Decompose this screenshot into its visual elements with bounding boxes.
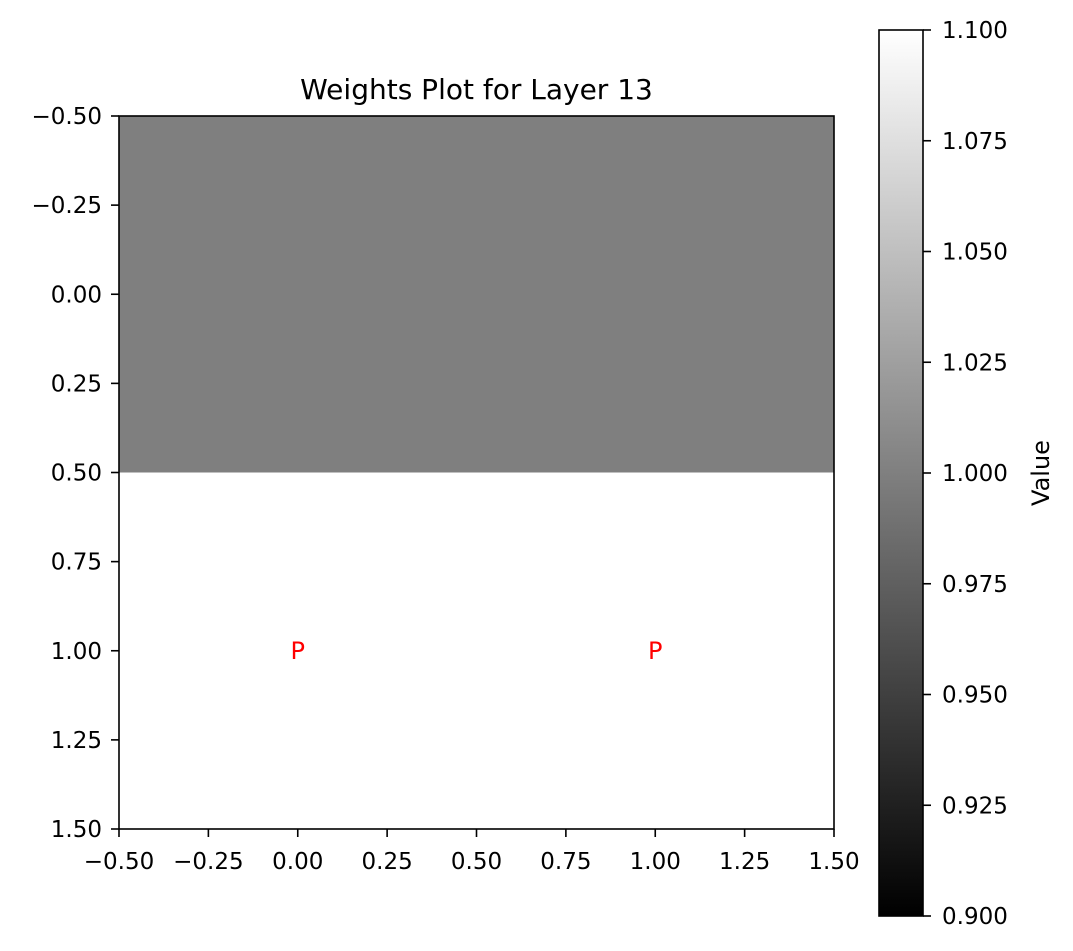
x-tick-label: 0.50 [451, 849, 502, 875]
y-tick-label: 0.00 [51, 282, 102, 308]
x-tick-label: 1.00 [630, 849, 681, 875]
heatmap-cell [119, 116, 477, 473]
colorbar-tick-label: 0.900 [942, 904, 1008, 930]
x-tick-label: 0.00 [272, 849, 323, 875]
colorbar-tick-label: 0.975 [942, 572, 1008, 598]
heatmap-cells [119, 116, 834, 829]
colorbar: 0.900 0.925 0.950 0.975 1.000 1.025 1.050 1.075… [878, 18, 1055, 930]
chart-title: Weights Plot for Layer 13 [300, 73, 653, 106]
x-tick-label: 1.25 [719, 849, 770, 875]
colorbar-tick-label: 1.050 [942, 240, 1008, 266]
x-tick-label: −0.25 [173, 849, 243, 875]
y-axis: −0.50 −0.25 0.00 0.25 0.50 0.75 1.00 1.25 1.50 [32, 104, 119, 843]
colorbar-tick-label: 0.925 [942, 793, 1008, 819]
x-tick-label: 0.75 [540, 849, 591, 875]
colorbar-tick-label: 1.000 [942, 461, 1008, 487]
y-tick-label: 0.50 [51, 461, 102, 487]
y-tick-label: −0.50 [32, 104, 102, 130]
y-tick-label: 0.25 [51, 371, 102, 397]
y-tick-label: −0.25 [32, 193, 102, 219]
cell-annotation: P [648, 637, 662, 665]
colorbar-gradient [878, 29, 924, 917]
colorbar-tick-label: 1.100 [942, 18, 1008, 44]
y-tick-label: 0.75 [51, 550, 102, 576]
heatmap-cell [476, 116, 834, 473]
colorbar-tick-label: 0.950 [942, 683, 1008, 709]
colorbar-label: Value [1027, 440, 1055, 506]
x-tick-label: −0.50 [84, 849, 154, 875]
y-tick-label: 1.25 [51, 728, 102, 754]
heatmap-cell [476, 472, 834, 829]
x-tick-label: 1.50 [808, 849, 859, 875]
cell-annotation: P [291, 637, 305, 665]
colorbar-tick-label: 1.025 [942, 350, 1008, 376]
colorbar-tick-label: 1.075 [942, 129, 1008, 155]
x-axis: −0.50 −0.25 0.00 0.25 0.50 0.75 1.00 1.25 1.50 [84, 829, 860, 875]
x-tick-label: 0.25 [362, 849, 413, 875]
colorbar-ticks: 0.900 0.925 0.950 0.975 1.000 1.025 1.050 1.075… [923, 18, 1008, 930]
y-tick-label: 1.00 [51, 639, 102, 665]
heatmap-cell [119, 472, 477, 829]
y-tick-label: 1.50 [51, 817, 102, 843]
